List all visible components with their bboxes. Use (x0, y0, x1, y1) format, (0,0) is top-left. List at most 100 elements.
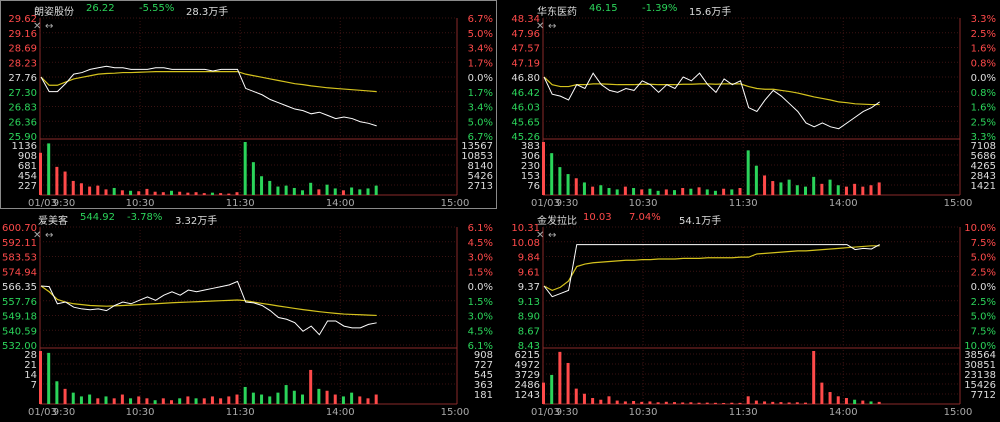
volume-bar (96, 185, 100, 195)
volume-bar (599, 399, 603, 404)
stock-name[interactable]: 金发拉比 (537, 216, 577, 227)
pct-tick-label: 4.5% (468, 326, 493, 337)
expand-icon[interactable]: ↔ (45, 230, 53, 241)
volume-bar (591, 186, 595, 195)
volume-bar (558, 351, 562, 404)
pct-tick-label: 3.4% (468, 44, 493, 55)
volume-bar (284, 385, 288, 404)
volume-bar (632, 401, 636, 404)
stock-name[interactable]: 爱美客 (38, 216, 68, 227)
volume-bar (730, 402, 734, 404)
volume-tick-label-right: 13567 (461, 141, 493, 152)
close-icon[interactable]: ✕ (33, 230, 41, 241)
volume-bar (71, 392, 75, 404)
volume-bar (615, 189, 619, 195)
volume-tick-label-right: 38564 (964, 350, 996, 361)
stock-change: -3.78% (127, 212, 163, 223)
volume-tick-label-right: 7108 (971, 141, 996, 152)
expand-icon[interactable]: ↔ (548, 21, 556, 32)
volume-bar (112, 398, 116, 404)
price-tick-label: 592.11 (2, 238, 37, 249)
price-tick-label: 549.18 (2, 312, 37, 323)
volume-bar (186, 396, 190, 404)
volume-bar (713, 402, 717, 404)
expand-icon[interactable]: ↔ (45, 21, 53, 32)
volume-bar (284, 185, 288, 195)
volume-bar (153, 400, 157, 404)
price-tick-label: 29.62 (8, 14, 37, 25)
close-icon[interactable]: ✕ (33, 21, 41, 32)
time-tick-label: 11:30 (729, 198, 758, 209)
stock-panel[interactable]: 爱美客 544.92 -3.78% 3.32万手 600.70 6.1% 592.1… (0, 209, 497, 418)
price-tick-label: 9.13 (518, 297, 540, 308)
volume-bar (178, 191, 182, 195)
volume-tick-label-right: 7712 (971, 390, 996, 401)
volume-bar (186, 192, 190, 195)
volume-tick-label-right: 10853 (461, 151, 493, 162)
volume-bar (607, 188, 611, 195)
time-tick-label: 14:00 (829, 407, 858, 418)
volume-bar (812, 351, 816, 404)
volume-bar (374, 185, 378, 195)
volume-bar (104, 396, 108, 404)
close-icon[interactable]: ✕ (536, 230, 544, 241)
stock-change: 7.04% (629, 212, 661, 223)
time-tick-label: 11:30 (729, 407, 758, 418)
volume-bar (763, 175, 767, 195)
volume-bar (771, 401, 775, 404)
volume-bar (358, 189, 362, 195)
time-tick-label: 01/03 (531, 198, 560, 209)
volume-tick-label: 681 (18, 161, 37, 172)
volume-bar (71, 180, 75, 195)
expand-icon[interactable]: ↔ (548, 230, 556, 241)
stock-name[interactable]: 华东医药 (537, 7, 577, 18)
pct-tick-label: 5.0% (971, 253, 996, 264)
pct-tick-label: 0.0% (971, 282, 996, 293)
volume-bar (153, 191, 157, 195)
volume-bar (672, 190, 676, 195)
volume-bar (292, 390, 296, 404)
volume-tick-label-right: 5686 (971, 151, 996, 162)
pct-tick-label: 1.5% (468, 297, 493, 308)
volume-bar (664, 401, 668, 404)
volume-bar (713, 190, 717, 195)
volume-bar (169, 190, 173, 195)
pct-tick-label: 1.5% (468, 267, 493, 278)
volume-tick-label: 14 (24, 370, 37, 381)
volume-bar (697, 187, 701, 195)
time-tick-label: 14:00 (326, 407, 355, 418)
volume-tick-label-right: 727 (474, 360, 493, 371)
pct-tick-label: 10.0% (964, 341, 996, 352)
volume-tick-label-right: 8140 (468, 161, 493, 172)
stock-price: 26.22 (86, 3, 115, 14)
volume-bar (795, 185, 799, 195)
close-icon[interactable]: ✕ (536, 21, 544, 32)
volume-bar (366, 188, 370, 195)
panel-chart: 10.31 10.0% 10.08 7.5% 9.84 5.0% 9.61 2.5% 9.37 0… (511, 223, 996, 418)
volume-bar (202, 193, 206, 195)
volume-bar (325, 390, 329, 404)
volume-bar (219, 398, 223, 404)
volume-tick-label-right: 4265 (971, 161, 996, 172)
volume-tick-label-right: 2713 (468, 181, 493, 192)
pct-tick-label: 0.8% (971, 88, 996, 99)
pct-tick-label: 5.0% (971, 312, 996, 323)
stock-panel[interactable]: 华东医药 46.15 -1.39% 15.6万手 48.34 3.3% 47.96 2… (503, 0, 1000, 209)
stock-panel[interactable]: 朗姿股份 26.22 -5.55% 28.3万手 29.62 6.7% 29.16 5… (0, 0, 497, 209)
volume-bar (542, 142, 545, 195)
volume-bar (836, 396, 840, 404)
volume-tick-label-right: 545 (474, 370, 493, 381)
volume-tick-label: 3729 (515, 370, 540, 381)
volume-bar (178, 398, 182, 404)
pct-tick-label: 6.1% (468, 223, 493, 234)
stock-price: 544.92 (80, 212, 115, 223)
stock-name[interactable]: 朗姿股份 (34, 7, 74, 18)
price-tick-label: 600.70 (2, 223, 37, 234)
volume-bar (227, 396, 231, 404)
pct-tick-label: 3.3% (971, 132, 996, 143)
volume-bar (55, 381, 59, 404)
stock-panel[interactable]: 金发拉比 10.03 7.04% 54.1万手 10.31 10.0% 10.08 7… (503, 209, 1000, 418)
pct-tick-label: 2.5% (971, 297, 996, 308)
volume-bar (869, 185, 873, 195)
volume-bar (746, 150, 750, 195)
